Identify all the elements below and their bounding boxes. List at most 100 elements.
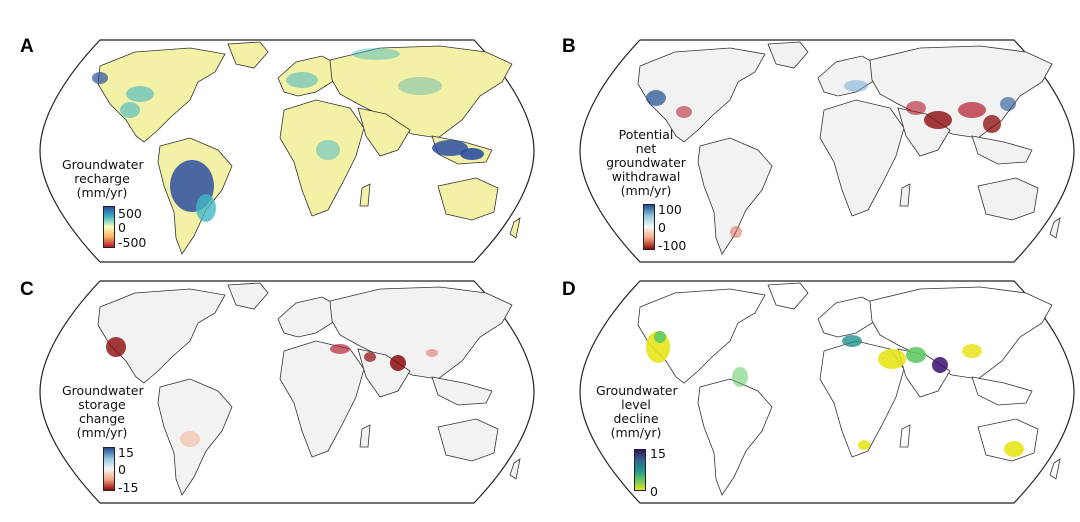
data-hotspot: [906, 347, 926, 363]
world-map: [579, 280, 1075, 504]
data-hotspot: [958, 102, 986, 118]
legend-title: Potential net groundwater withdrawal (mm…: [606, 127, 686, 198]
panel-c: C Groundwater storage change (mm/yr) 15 …: [0, 261, 540, 522]
continent-madagascar: [359, 424, 371, 448]
continents: [637, 282, 1061, 496]
continent-arabia-india: [357, 107, 411, 157]
world-map: [39, 39, 535, 263]
panel-d: D Groundwater level decline (mm/yr) 15 0: [540, 261, 1080, 522]
continent-africa: [819, 340, 905, 458]
continent-greenland: [767, 41, 809, 69]
data-hotspots: [646, 331, 1024, 457]
continent-new-zealand: [509, 458, 521, 480]
continents: [637, 41, 1061, 255]
continent-greenland: [767, 282, 809, 310]
data-hotspot: [732, 367, 748, 387]
world-map: [579, 39, 1075, 263]
data-hotspot: [730, 226, 742, 238]
continent-madagascar: [359, 183, 371, 207]
panel-b: B Potential net groundwater withdrawal (…: [540, 0, 1080, 263]
data-hotspot: [924, 111, 952, 129]
colorbar-tick-min: -500: [118, 235, 147, 250]
continent-asia: [869, 286, 1053, 380]
legend-title: Groundwater level decline (mm/yr): [596, 383, 678, 440]
legend-title: Groundwater storage change (mm/yr): [62, 383, 144, 440]
data-hotspot: [364, 352, 376, 362]
panel-label: A: [20, 36, 34, 57]
continent-north-america: [637, 47, 766, 143]
colorbar-tick-max: 500: [118, 206, 142, 221]
data-hotspot: [1004, 441, 1024, 457]
data-hotspot: [196, 194, 216, 222]
data-hotspot: [286, 72, 318, 88]
continent-madagascar: [899, 424, 911, 448]
data-hotspot: [352, 48, 400, 60]
data-hotspot: [120, 102, 140, 118]
panel-label: D: [562, 279, 576, 300]
data-hotspot: [878, 349, 906, 369]
colorbar-tick-mid: 0: [658, 220, 666, 235]
data-hotspot: [962, 344, 982, 358]
continent-europe: [817, 296, 881, 338]
continent-new-zealand: [509, 217, 521, 239]
colorbar-tick-min: -15: [118, 480, 139, 495]
colorbar-tick-max: 15: [118, 445, 134, 460]
data-hotspot: [983, 115, 1001, 133]
continent-se-asia: [431, 376, 493, 406]
data-hotspot: [842, 335, 862, 347]
continent-asia: [329, 45, 513, 139]
colorbar: [103, 447, 115, 491]
data-hotspots: [106, 337, 438, 447]
panel-a: A Groundwater recharge (mm/yr) 500 0 -50…: [0, 0, 540, 263]
panel-label: B: [562, 36, 576, 57]
continent-australia: [977, 177, 1039, 221]
data-hotspot: [398, 77, 442, 95]
colorbar-tick-mid: 0: [118, 462, 126, 477]
panel-label: C: [20, 279, 34, 300]
data-hotspot: [390, 355, 406, 371]
continent-asia: [329, 286, 513, 380]
continent-se-asia: [971, 376, 1033, 406]
colorbar-tick-max: 15: [650, 446, 666, 461]
continent-europe: [277, 296, 341, 338]
data-hotspot: [932, 357, 948, 373]
continent-new-zealand: [1049, 458, 1061, 480]
data-hotspot: [460, 148, 484, 160]
data-hotspot: [180, 431, 200, 447]
colorbar: [103, 206, 115, 248]
data-hotspot: [330, 344, 350, 354]
data-hotspot: [1000, 97, 1016, 111]
data-hotspot: [106, 337, 126, 357]
colorbar-tick-max: 100: [658, 202, 682, 217]
data-hotspot: [676, 106, 692, 118]
colorbar-tick-min: 0: [650, 484, 658, 499]
data-hotspots: [646, 80, 1016, 238]
data-hotspot: [126, 86, 154, 102]
data-hotspot: [654, 331, 666, 343]
data-hotspot: [858, 440, 870, 450]
data-hotspots: [92, 48, 484, 222]
data-hotspot: [426, 349, 438, 357]
colorbar-tick-min: -100: [658, 238, 687, 253]
continent-south-america: [157, 378, 233, 496]
data-hotspot: [906, 101, 926, 115]
data-hotspot: [92, 72, 108, 84]
continent-south-america: [697, 378, 773, 496]
world-map: [39, 280, 535, 504]
continents: [97, 282, 521, 496]
continent-africa: [819, 99, 905, 217]
continent-arabia-india: [897, 107, 951, 157]
colorbar: [634, 449, 646, 491]
colorbar-tick-mid: 0: [118, 220, 126, 235]
continent-australia: [437, 177, 499, 221]
data-hotspot: [844, 80, 868, 92]
data-hotspot: [316, 140, 340, 160]
continent-australia: [437, 418, 499, 462]
continent-new-zealand: [1049, 217, 1061, 239]
colorbar: [643, 204, 655, 250]
legend-title: Groundwater recharge (mm/yr): [62, 157, 144, 200]
continent-north-america: [97, 47, 226, 143]
data-hotspot: [432, 140, 468, 156]
continent-madagascar: [899, 183, 911, 207]
continent-greenland: [227, 41, 269, 69]
